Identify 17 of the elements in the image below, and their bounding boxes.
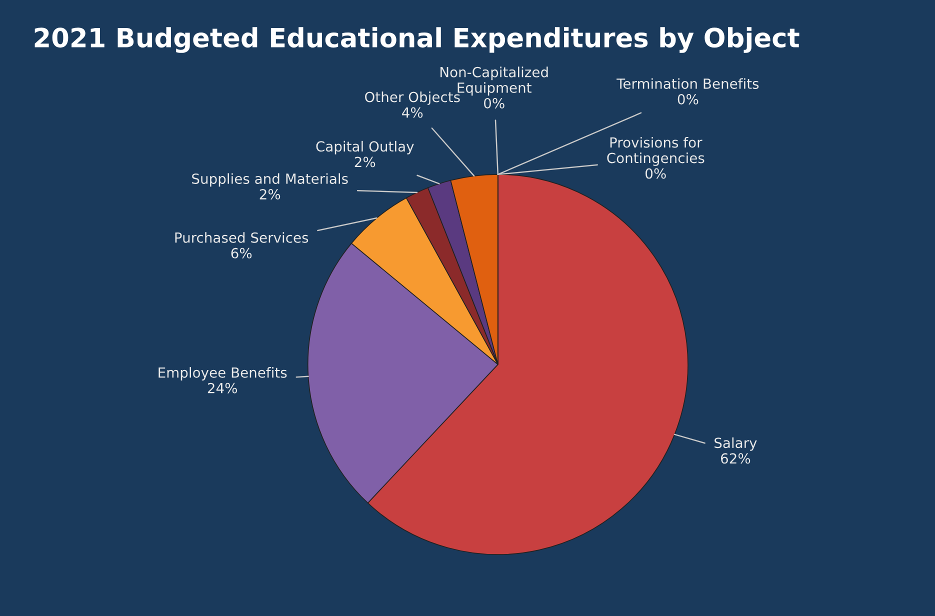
data-label: 4% <box>402 107 423 118</box>
slice-label: Capital Outlay <box>316 140 414 154</box>
slice-label: Salary <box>714 437 757 451</box>
chart-title: 2021 Budgeted Educational Expenditures by Object <box>34 27 800 53</box>
category-label: Provisions for Contingencies <box>607 136 704 166</box>
data-label: 6% <box>231 248 252 258</box>
slice-label: Supplies and Materials <box>192 173 348 187</box>
slice-label: Purchased Services <box>175 232 308 243</box>
slice-label: Employee Benefits <box>158 367 287 381</box>
text: 0% <box>678 94 698 105</box>
data-label: 62% <box>720 453 750 464</box>
data-label: 24% <box>208 382 238 394</box>
category-label: Termination Benefits <box>616 78 759 89</box>
text: 0% <box>646 168 666 179</box>
text: 0% <box>484 98 504 108</box>
data-label: 2% <box>354 156 376 168</box>
data-label: 2% <box>260 189 280 200</box>
